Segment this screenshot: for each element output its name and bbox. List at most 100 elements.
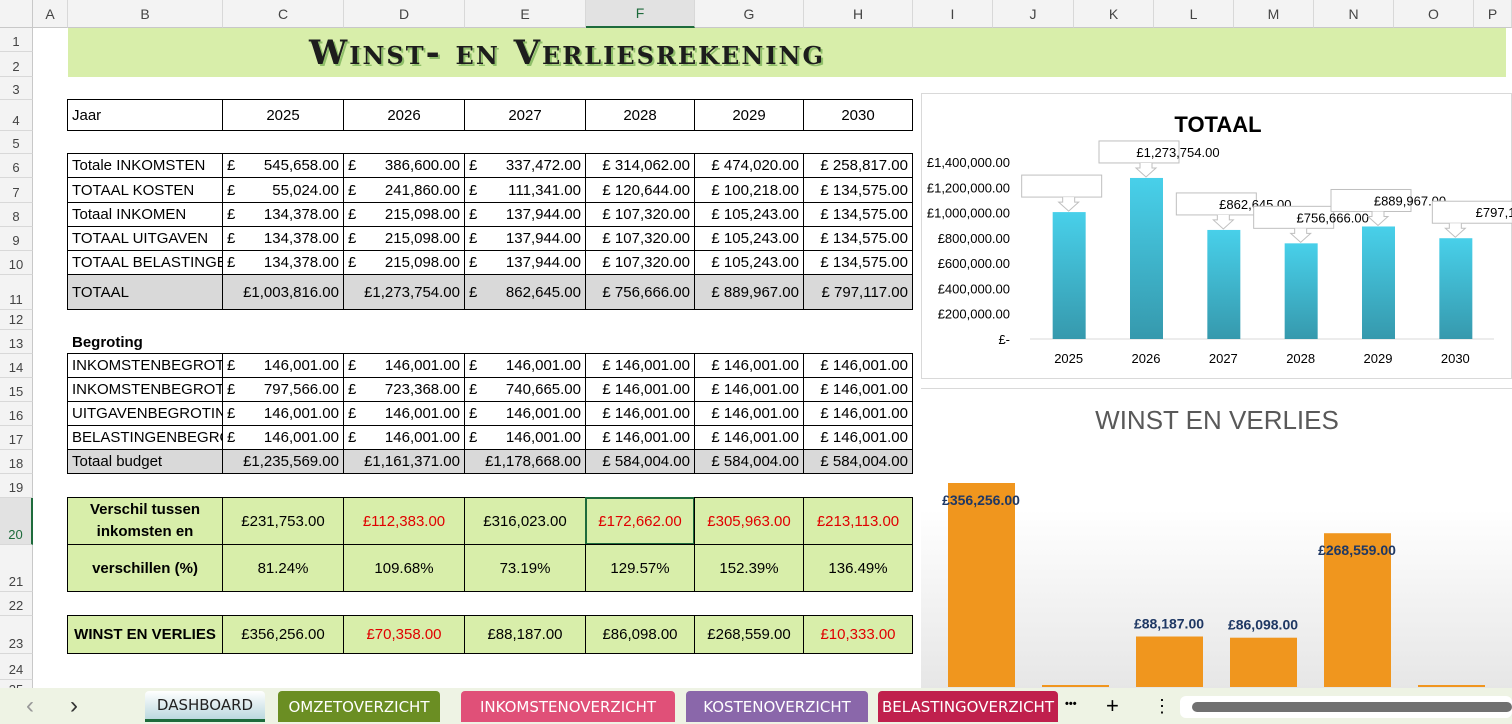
column-header-P[interactable]: P (1474, 0, 1512, 28)
row-header-3[interactable]: 3 (0, 77, 33, 100)
percent-cell[interactable]: 109.68% (343, 544, 465, 592)
value-cell[interactable]: £134,378.00 (222, 226, 344, 251)
column-header-I[interactable]: I (913, 0, 993, 28)
budget-total-cell[interactable]: £ 584,004.00 (585, 449, 695, 474)
chart-totaal[interactable]: TOTAAL £- £200,000.00 £400,000.00 £600,000.0… (921, 93, 1512, 379)
chart-winst-en-verlies[interactable]: WINST EN VERLIES £356,256.00 £88,187.00 £86… (921, 388, 1512, 690)
value-cell[interactable]: £ 258,817.00 (803, 153, 913, 178)
row-header-24[interactable]: 24 (0, 654, 33, 680)
row-label[interactable]: Totale INKOMSTEN (67, 153, 223, 178)
value-cell[interactable]: £146,001.00 (222, 353, 344, 378)
year-header[interactable]: 2030 (803, 99, 913, 131)
total-cell[interactable]: £862,645.00 (464, 274, 586, 310)
row-header-16[interactable]: 16 (0, 402, 33, 426)
column-header-L[interactable]: L (1154, 0, 1234, 28)
difference-cell[interactable]: £231,753.00 (222, 497, 344, 545)
column-header-A[interactable]: A (33, 0, 68, 28)
value-cell[interactable]: £ 146,001.00 (803, 353, 913, 378)
total-cell[interactable]: £1,003,816.00 (222, 274, 344, 310)
row-header-11[interactable]: 11 (0, 275, 33, 310)
profit-cell[interactable]: £10,333.00 (803, 615, 913, 654)
value-cell[interactable]: £146,001.00 (464, 353, 586, 378)
row-header-10[interactable]: 10 (0, 251, 33, 275)
budget-total-label[interactable]: Totaal budget (67, 449, 223, 474)
value-cell[interactable]: £ 105,243.00 (694, 226, 804, 251)
value-cell[interactable]: £545,658.00 (222, 153, 344, 178)
column-header-J[interactable]: J (993, 0, 1074, 28)
difference-cell[interactable]: £172,662.00 (585, 497, 695, 545)
value-cell[interactable]: £ 146,001.00 (694, 353, 804, 378)
row-header-23[interactable]: 23 (0, 616, 33, 654)
value-cell[interactable]: £ 146,001.00 (803, 425, 913, 450)
year-header[interactable]: 2028 (585, 99, 695, 131)
horizontal-scrollbar[interactable] (1180, 696, 1512, 718)
value-cell[interactable]: £ 107,320.00 (585, 202, 695, 227)
sheet-tab-omzetoverzicht[interactable]: OMZETOVERZICHT (278, 691, 440, 722)
sheet-tab-inkomstenoverzicht[interactable]: INKOMSTENOVERZICHT (461, 691, 675, 722)
row-header-14[interactable]: 14 (0, 354, 33, 378)
difference-label[interactable]: Verschil tussen inkomsten en (67, 497, 223, 545)
column-header-G[interactable]: G (695, 0, 804, 28)
value-cell[interactable]: £797,566.00 (222, 377, 344, 402)
value-cell[interactable]: £ 100,218.00 (694, 177, 804, 203)
row-header-22[interactable]: 22 (0, 592, 33, 616)
row-header-12[interactable]: 12 (0, 310, 33, 330)
percent-cell[interactable]: 81.24% (222, 544, 344, 592)
value-cell[interactable]: £215,098.00 (343, 202, 465, 227)
row-header-6[interactable]: 6 (0, 154, 33, 178)
column-header-E[interactable]: E (465, 0, 586, 28)
profit-label[interactable]: WINST EN VERLIES (67, 615, 223, 654)
row-header-5[interactable]: 5 (0, 131, 33, 154)
row-header-1[interactable]: 1 (0, 28, 33, 52)
value-cell[interactable]: £ 107,320.00 (585, 226, 695, 251)
value-cell[interactable]: £134,378.00 (222, 250, 344, 275)
row-header-13[interactable]: 13 (0, 330, 33, 354)
row-header-4[interactable]: 4 (0, 100, 33, 131)
value-cell[interactable]: £146,001.00 (343, 425, 465, 450)
column-header-B[interactable]: B (68, 0, 223, 28)
value-cell[interactable]: £ 474,020.00 (694, 153, 804, 178)
value-cell[interactable]: £ 105,243.00 (694, 202, 804, 227)
budget-total-cell[interactable]: £1,178,668.00 (464, 449, 586, 474)
column-header-K[interactable]: K (1074, 0, 1154, 28)
value-cell[interactable]: £ 146,001.00 (694, 377, 804, 402)
value-cell[interactable]: £134,378.00 (222, 202, 344, 227)
value-cell[interactable]: £ 146,001.00 (585, 401, 695, 426)
value-cell[interactable]: £137,944.00 (464, 250, 586, 275)
sheet-tab-kostenoverzicht[interactable]: KOSTENOVERZICHT (686, 691, 868, 722)
difference-cell[interactable]: £316,023.00 (464, 497, 586, 545)
total-cell[interactable]: £1,273,754.00 (343, 274, 465, 310)
value-cell[interactable]: £146,001.00 (222, 401, 344, 426)
value-cell[interactable]: £ 314,062.00 (585, 153, 695, 178)
row-label[interactable]: TOTAAL BELASTINGEN (67, 250, 223, 275)
add-sheet-button[interactable]: + (1106, 693, 1119, 718)
row-label[interactable]: TOTAAL UITGAVEN (67, 226, 223, 251)
sheet-options-button[interactable]: ⋮ (1153, 696, 1171, 716)
value-cell[interactable]: £215,098.00 (343, 250, 465, 275)
row-header-15[interactable]: 15 (0, 378, 33, 402)
select-all-corner[interactable] (0, 0, 33, 28)
next-sheet-button[interactable]: › (70, 692, 78, 719)
value-cell[interactable]: £ 146,001.00 (803, 377, 913, 402)
more-sheets-button[interactable]: ••• (1065, 698, 1077, 710)
value-cell[interactable]: £ 134,575.00 (803, 202, 913, 227)
value-cell[interactable]: £386,600.00 (343, 153, 465, 178)
value-cell[interactable]: £146,001.00 (464, 425, 586, 450)
budget-total-cell[interactable]: £1,235,569.00 (222, 449, 344, 474)
year-header[interactable]: 2025 (222, 99, 344, 131)
budget-total-cell[interactable]: £1,161,371.00 (343, 449, 465, 474)
scrollbar-thumb[interactable] (1192, 702, 1512, 712)
value-cell[interactable]: £337,472.00 (464, 153, 586, 178)
column-header-F[interactable]: F (586, 0, 695, 28)
percent-cell[interactable]: 136.49% (803, 544, 913, 592)
difference-cell[interactable]: £112,383.00 (343, 497, 465, 545)
row-header-9[interactable]: 9 (0, 227, 33, 251)
row-label[interactable]: Totaal INKOMEN (67, 202, 223, 227)
row-header-18[interactable]: 18 (0, 450, 33, 474)
column-header-O[interactable]: O (1394, 0, 1474, 28)
total-cell[interactable]: £ 797,117.00 (803, 274, 913, 310)
value-cell[interactable]: £ 146,001.00 (694, 401, 804, 426)
row-header-19[interactable]: 19 (0, 474, 33, 498)
sheet-tab-belastingoverzicht[interactable]: BELASTINGOVERZICHT (878, 691, 1058, 722)
difference-cell[interactable]: £305,963.00 (694, 497, 804, 545)
